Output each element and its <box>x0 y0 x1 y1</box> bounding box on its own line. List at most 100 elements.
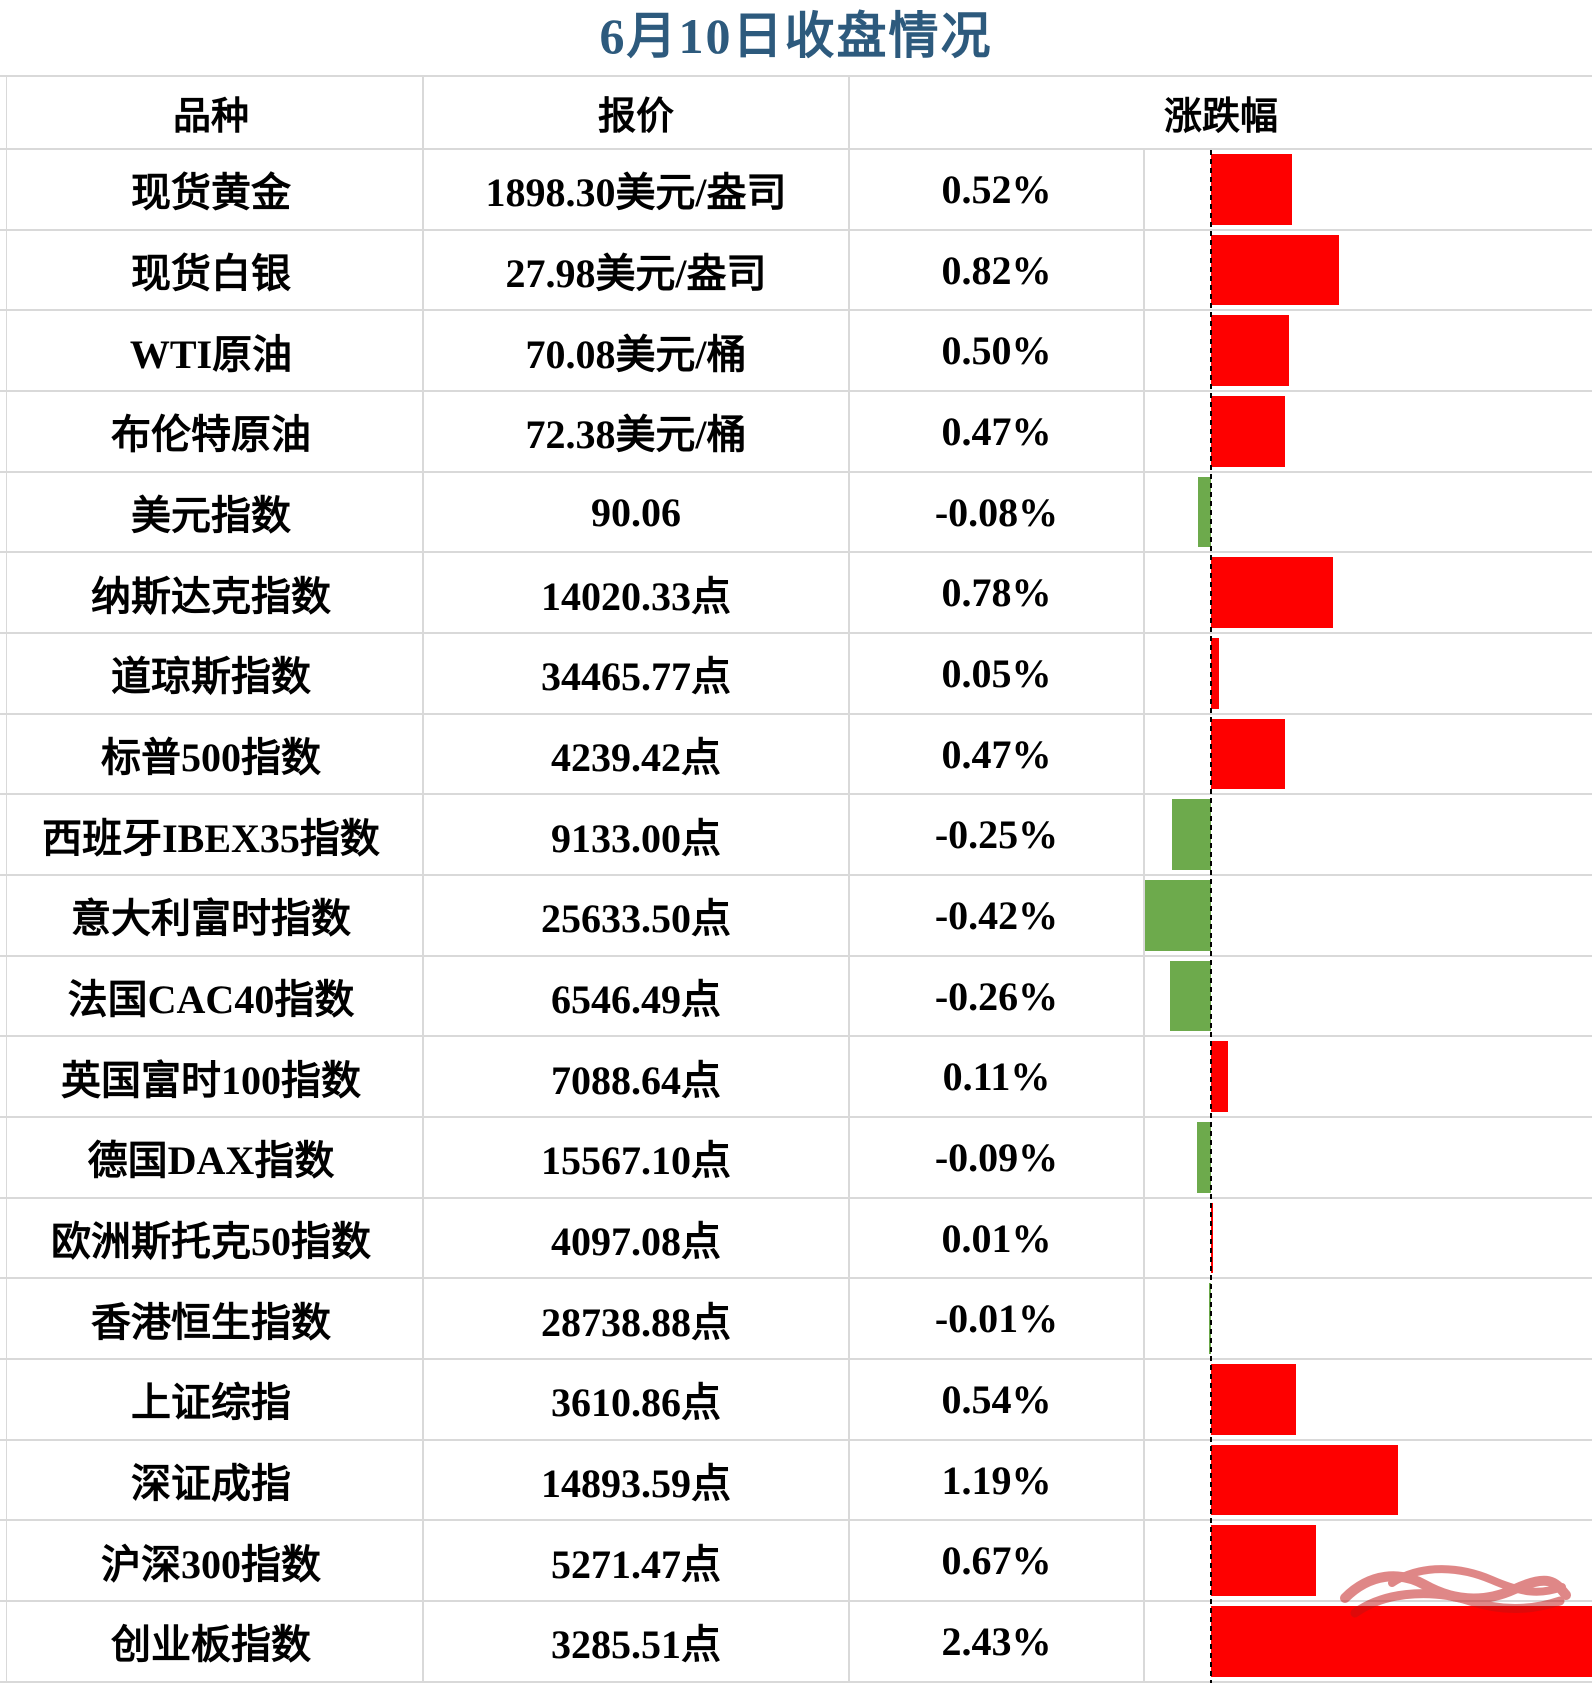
down-bar <box>1170 960 1211 1032</box>
table-row: 布伦特原油 72.38美元/桶 0.47% <box>0 392 1592 473</box>
change-percent: 0.50% <box>850 311 1145 391</box>
change-bar-cell <box>1145 1279 1592 1358</box>
table-row: 道琼斯指数 34465.77点 0.05% <box>0 634 1592 715</box>
change-bar-cell <box>1145 1602 1592 1681</box>
change-bar-cell <box>1145 1037 1592 1116</box>
change-percent: 0.01% <box>850 1198 1145 1278</box>
change-percent: -0.09% <box>850 1118 1145 1197</box>
instrument-name: 创业板指数 <box>0 1602 424 1681</box>
quote-value: 15567.10点 <box>424 1118 850 1197</box>
down-bar <box>1196 1122 1211 1193</box>
zero-axis-line <box>1210 150 1212 1683</box>
instrument-name: 美元指数 <box>0 472 424 552</box>
instrument-name: 纳斯达克指数 <box>0 553 424 633</box>
change-percent: 0.78% <box>850 553 1145 633</box>
quote-value: 9133.00点 <box>424 795 850 875</box>
change-bar-cell <box>1145 150 1592 229</box>
instrument-name: 西班牙IBEX35指数 <box>0 795 424 875</box>
quote-value: 72.38美元/桶 <box>424 392 850 471</box>
table-row: 现货黄金 1898.30美元/盎司 0.52% <box>0 150 1592 231</box>
table-row: 意大利富时指数 25633.50点 -0.42% <box>0 876 1592 957</box>
instrument-name: 英国富时100指数 <box>0 1037 424 1117</box>
table-row: 法国CAC40指数 6546.49点 -0.26% <box>0 956 1592 1038</box>
table-row: 上证综指 3610.86点 0.54% <box>0 1360 1592 1441</box>
down-bar <box>1171 799 1211 871</box>
change-bar-cell <box>1145 634 1592 713</box>
change-percent: 0.11% <box>850 1037 1145 1117</box>
sheet-left-gridline <box>6 75 7 1683</box>
table-row: 英国富时100指数 7088.64点 0.11% <box>0 1037 1592 1119</box>
change-percent: -0.01% <box>850 1279 1145 1359</box>
change-bar-cell <box>1145 311 1592 390</box>
table-body: 现货黄金 1898.30美元/盎司 0.52% 现货白银 27.98美元/盎司 0.82%… <box>0 150 1592 1683</box>
instrument-name: 法国CAC40指数 <box>0 956 424 1036</box>
up-bar <box>1210 1606 1592 1677</box>
change-bar-cell <box>1145 553 1592 632</box>
down-bar <box>1145 880 1211 951</box>
quote-value: 90.06 <box>424 472 850 552</box>
up-bar <box>1210 1364 1296 1435</box>
change-bar-cell <box>1145 392 1592 471</box>
down-bar <box>1198 476 1211 548</box>
change-bar-cell <box>1145 957 1592 1036</box>
change-percent: -0.26% <box>850 956 1145 1036</box>
quote-value: 27.98美元/盎司 <box>424 230 850 310</box>
change-bar-cell <box>1145 1118 1592 1197</box>
change-bar-cell <box>1145 1521 1592 1600</box>
change-percent: 1.19% <box>850 1440 1145 1520</box>
change-bar-cell <box>1145 1441 1592 1520</box>
up-bar <box>1210 154 1293 225</box>
table-row: 标普500指数 4239.42点 0.47% <box>0 714 1592 796</box>
header-quote: 报价 <box>424 77 850 148</box>
table-row: 香港恒生指数 28738.88点 -0.01% <box>0 1279 1592 1361</box>
header-instrument: 品种 <box>0 77 424 148</box>
table-row: 深证成指 14893.59点 1.19% <box>0 1440 1592 1522</box>
instrument-name: 现货白银 <box>0 230 424 310</box>
quote-value: 14020.33点 <box>424 553 850 633</box>
change-bar-cell <box>1145 715 1592 794</box>
instrument-name: 欧洲斯托克50指数 <box>0 1198 424 1278</box>
quote-value: 3285.51点 <box>424 1602 850 1681</box>
up-bar <box>1210 315 1290 387</box>
instrument-name: 沪深300指数 <box>0 1521 424 1601</box>
change-bar-cell <box>1145 231 1592 310</box>
change-bar-cell <box>1145 876 1592 955</box>
up-bar <box>1210 234 1340 306</box>
up-bar <box>1210 396 1285 467</box>
change-percent: 0.47% <box>850 392 1145 471</box>
instrument-name: WTI原油 <box>0 311 424 391</box>
quote-value: 14893.59点 <box>424 1440 850 1520</box>
down-bar <box>1208 1283 1211 1355</box>
table-row: 创业板指数 3285.51点 2.43% <box>0 1602 1592 1683</box>
change-percent: -0.42% <box>850 876 1145 955</box>
change-percent: 2.43% <box>850 1602 1145 1681</box>
change-percent: 0.54% <box>850 1360 1145 1439</box>
quote-value: 4097.08点 <box>424 1198 850 1278</box>
up-bar <box>1210 638 1219 709</box>
table-row: 纳斯达克指数 14020.33点 0.78% <box>0 553 1592 635</box>
instrument-name: 香港恒生指数 <box>0 1279 424 1359</box>
instrument-name: 标普500指数 <box>0 714 424 794</box>
instrument-name: 德国DAX指数 <box>0 1118 424 1197</box>
quote-value: 6546.49点 <box>424 956 850 1036</box>
instrument-name: 布伦特原油 <box>0 392 424 471</box>
change-bar-cell <box>1145 1360 1592 1439</box>
change-percent: 0.82% <box>850 230 1145 310</box>
instrument-name: 意大利富时指数 <box>0 876 424 955</box>
quote-value: 1898.30美元/盎司 <box>424 150 850 229</box>
up-bar <box>1210 1525 1316 1597</box>
table-row: WTI原油 70.08美元/桶 0.50% <box>0 311 1592 393</box>
up-bar <box>1210 557 1334 629</box>
change-percent: -0.25% <box>850 795 1145 875</box>
change-bar-cell <box>1145 1199 1592 1278</box>
up-bar <box>1210 1041 1229 1113</box>
header-change: 涨跌幅 <box>1163 96 1278 138</box>
quote-value: 25633.50点 <box>424 876 850 955</box>
quote-value: 3610.86点 <box>424 1360 850 1439</box>
scribble-watermark <box>1340 1565 1571 1618</box>
change-bar-cell <box>1145 473 1592 552</box>
change-percent: 0.52% <box>850 150 1145 229</box>
instrument-name: 道琼斯指数 <box>0 634 424 713</box>
instrument-name: 现货黄金 <box>0 150 424 229</box>
